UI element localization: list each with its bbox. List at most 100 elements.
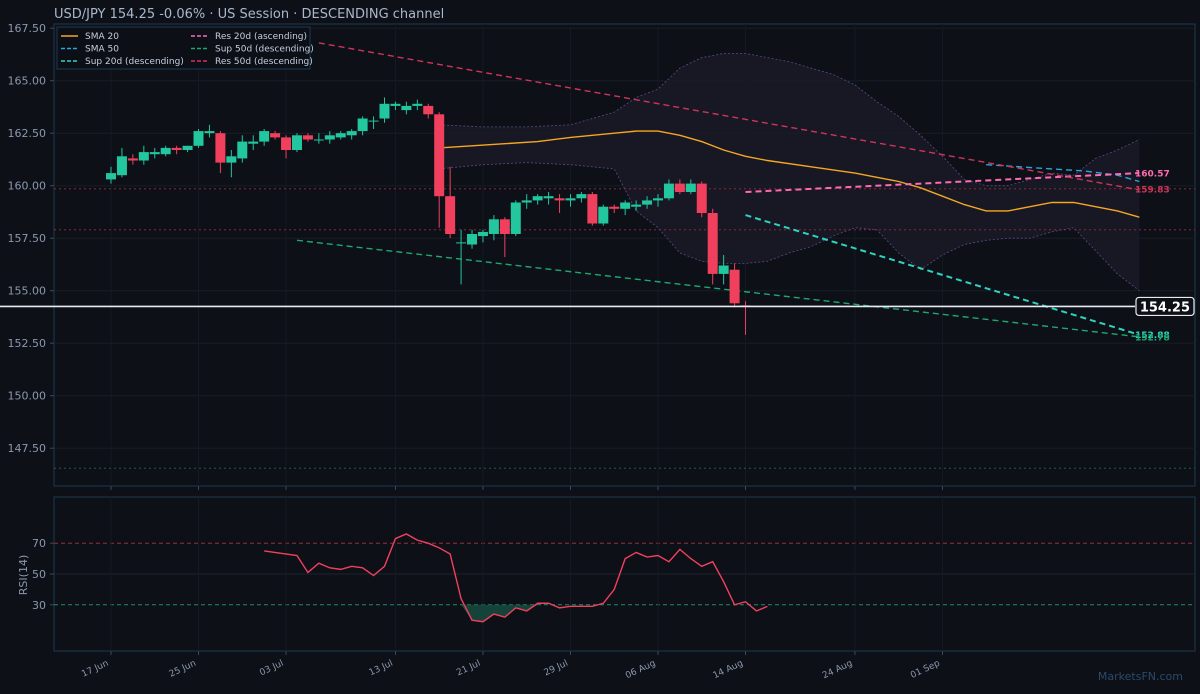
candle-body — [718, 265, 729, 274]
candle-body — [106, 173, 116, 180]
candle — [543, 192, 554, 205]
candle — [226, 150, 237, 178]
candle — [291, 133, 302, 153]
candle-body — [346, 131, 357, 136]
candle-body — [554, 198, 565, 201]
candle — [565, 194, 576, 207]
candle — [434, 112, 445, 228]
candle — [598, 204, 609, 226]
candle — [346, 129, 357, 140]
rsi-series — [264, 533, 768, 623]
candle — [237, 135, 248, 163]
candle — [160, 145, 171, 157]
candle-body — [193, 131, 204, 146]
candle — [609, 204, 620, 213]
candle-body — [609, 206, 620, 209]
candle — [631, 200, 642, 211]
candle-body — [237, 141, 248, 159]
price-tick-label: 147.50 — [8, 442, 47, 455]
candle-body — [521, 200, 532, 203]
candle — [445, 166, 456, 239]
candle — [248, 135, 259, 150]
rsi-oversold-area — [461, 604, 538, 622]
candle-body — [171, 147, 182, 150]
level-label: 152.78 — [1135, 333, 1170, 343]
candle — [423, 103, 434, 119]
candle — [270, 131, 281, 140]
candle-body — [204, 131, 215, 134]
candle-body — [138, 152, 149, 161]
trend-lines — [296, 42, 1140, 338]
candle-body — [707, 213, 718, 274]
candle-body — [423, 105, 434, 115]
price-tick-label: 150.00 — [8, 390, 47, 403]
legend-box — [56, 26, 311, 70]
candle-body — [390, 103, 401, 106]
legend-label: Sup 50d (descending) — [215, 45, 314, 55]
candle-body — [215, 133, 226, 163]
candle — [488, 215, 499, 241]
price-tick-label: 165.00 — [8, 75, 47, 88]
candle-body — [291, 135, 302, 150]
candle — [313, 133, 324, 144]
overlay-sup-20d-descending- — [745, 214, 1140, 336]
legend-label: SMA 50 — [85, 45, 119, 55]
candle — [554, 194, 565, 213]
candle-body — [434, 114, 445, 197]
candle — [171, 145, 182, 155]
candle-body — [313, 139, 324, 141]
rsi-oversold-fill — [461, 604, 538, 622]
candle — [324, 131, 335, 144]
legend-label: Sup 20d (descending) — [85, 57, 184, 67]
overlay-sup-50d-descending- — [296, 239, 1140, 338]
current-price-line: 154.25 — [0, 296, 1195, 317]
candle — [467, 229, 478, 249]
candle — [368, 116, 379, 129]
candle-body — [401, 105, 412, 111]
candle — [116, 147, 127, 178]
candle-body — [456, 242, 467, 244]
legend-label: SMA 20 — [85, 32, 119, 42]
price-x-ticks — [110, 486, 943, 490]
price-panel-frame — [53, 23, 1196, 487]
rsi-line — [264, 533, 768, 623]
current-price-label: 154.25 — [1140, 300, 1190, 315]
candle-body — [620, 202, 631, 209]
candle — [379, 97, 390, 123]
candle-body — [160, 147, 171, 155]
bollinger-band — [439, 53, 1140, 292]
candle — [532, 194, 543, 205]
candle-body — [379, 103, 390, 119]
candle — [653, 194, 663, 207]
candle — [587, 192, 598, 226]
watermark: MarketsFN.com — [1098, 670, 1183, 683]
overlay-sma-20 — [439, 130, 1140, 218]
rsi-tick-label: 70 — [32, 537, 46, 550]
candle — [106, 166, 116, 184]
candle — [302, 133, 313, 142]
candle — [642, 196, 653, 209]
candle — [127, 154, 138, 165]
candle — [215, 131, 226, 174]
rsi-tick-label: 30 — [32, 599, 46, 612]
price-y-axis: 147.50 150.00 152.50 155.00 157.50 160.00 162.… — [8, 22, 54, 455]
candle-body — [576, 194, 587, 199]
candle — [390, 101, 401, 111]
level-label: 152.88 — [1135, 331, 1170, 341]
candle — [335, 131, 346, 140]
candle — [182, 145, 193, 153]
candle-body — [467, 234, 478, 245]
candle-body — [127, 158, 138, 161]
candle-body — [696, 183, 707, 213]
candle-body — [182, 145, 193, 150]
candle — [718, 255, 729, 285]
candle-body — [412, 103, 423, 106]
candle — [707, 208, 718, 285]
candle-body — [685, 183, 696, 192]
candle — [685, 179, 696, 195]
level-label: 160.57 — [1135, 170, 1170, 180]
candle-body — [281, 137, 292, 150]
candle-body — [631, 204, 642, 207]
